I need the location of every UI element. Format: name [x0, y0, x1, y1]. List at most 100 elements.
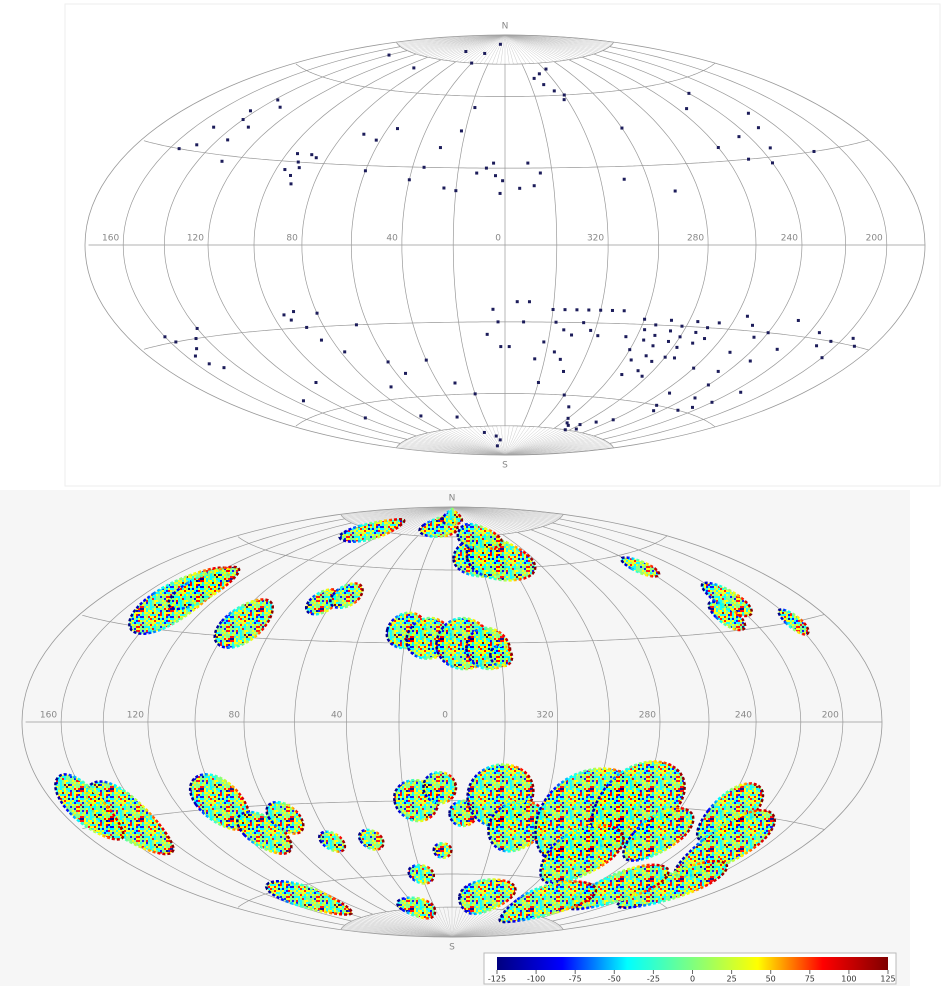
source-point — [563, 428, 567, 432]
source-point — [562, 328, 566, 332]
data-patch — [440, 507, 464, 526]
source-point — [296, 160, 300, 164]
polar-meridian — [504, 427, 547, 456]
polar-meridian — [471, 34, 506, 64]
polar-meridian — [492, 425, 506, 456]
polar-meridian — [455, 34, 506, 62]
data-patch — [673, 809, 777, 878]
source-point — [473, 392, 477, 396]
longitude-label: 120 — [127, 711, 144, 721]
polar-meridian — [504, 34, 510, 65]
polar-meridian — [421, 434, 506, 456]
source-point — [442, 186, 446, 190]
source-point — [464, 49, 468, 53]
polar-meridian — [419, 34, 506, 56]
source-point — [566, 423, 570, 427]
north-label: N — [502, 22, 509, 32]
source-point — [195, 326, 199, 330]
source-point — [424, 358, 428, 362]
source-point — [852, 344, 856, 348]
source-point — [566, 416, 570, 420]
source-point — [706, 326, 710, 330]
longitude-label: 240 — [781, 234, 798, 244]
polar-meridian — [451, 907, 461, 938]
source-point — [610, 308, 614, 312]
source-point — [691, 341, 695, 345]
source-point — [567, 405, 571, 409]
source-point — [629, 358, 633, 362]
polar-meridian — [504, 34, 539, 64]
longitude-label: 160 — [102, 234, 119, 244]
polar-meridian — [397, 910, 453, 938]
colorbar-tick-label: -50 — [608, 975, 621, 984]
source-point — [475, 171, 479, 175]
source-point — [363, 169, 367, 173]
source-point — [496, 320, 500, 324]
polar-meridian — [504, 427, 543, 456]
source-point — [717, 321, 721, 325]
polar-meridian — [452, 428, 506, 456]
polar-meridian — [504, 34, 610, 47]
source-point — [526, 161, 530, 165]
data-patch — [539, 823, 625, 885]
source-point — [483, 51, 487, 55]
polar-meridian — [346, 506, 453, 521]
polar-meridian — [358, 918, 453, 938]
source-point — [562, 98, 566, 102]
polar-meridian — [504, 427, 551, 456]
polar-meridian — [451, 917, 543, 938]
polar-meridian — [427, 432, 506, 456]
longitude-label: 40 — [386, 234, 398, 244]
source-point — [829, 339, 833, 343]
polar-meridian — [475, 34, 506, 64]
source-point — [501, 179, 505, 183]
parallel — [295, 62, 716, 97]
source-point — [739, 390, 743, 394]
source-point — [706, 383, 710, 387]
source-point — [817, 331, 821, 335]
colorbar-tick-label: -75 — [569, 975, 582, 984]
data-patch — [489, 644, 514, 668]
source-point — [319, 338, 323, 342]
polar-meridian — [397, 34, 506, 45]
polar-meridian — [451, 506, 514, 533]
source-point — [756, 126, 760, 130]
source-point — [622, 309, 626, 313]
polar-meridian — [451, 506, 507, 534]
polar-meridian — [451, 506, 548, 525]
polar-meridian — [416, 435, 506, 456]
source-point — [537, 72, 541, 76]
polar-meridian — [403, 441, 506, 456]
polar-meridian — [504, 34, 576, 59]
polar-meridian — [504, 34, 594, 55]
polar-meridian — [496, 34, 506, 65]
data-patch — [622, 806, 695, 862]
data-patch — [329, 582, 364, 610]
source-point — [387, 53, 391, 57]
polar-meridian — [451, 506, 560, 519]
source-point — [680, 324, 684, 328]
source-point — [533, 357, 537, 361]
polar-meridian — [438, 907, 453, 938]
colorbar-gradient — [497, 957, 888, 970]
source-point — [395, 127, 399, 131]
polar-meridian — [504, 34, 609, 48]
source-point — [278, 105, 282, 109]
data-patch — [318, 830, 347, 853]
polar-meridian — [448, 34, 506, 61]
polar-meridian — [463, 427, 506, 456]
polar-meridian — [451, 907, 466, 938]
polar-meridian — [504, 435, 594, 456]
source-point — [314, 156, 318, 160]
source-point — [538, 171, 542, 175]
polar-meridian — [504, 444, 612, 456]
data-patch — [695, 782, 765, 843]
polar-meridian — [451, 506, 557, 522]
longitude-label: 200 — [822, 711, 839, 721]
polar-meridian — [504, 428, 558, 456]
polar-meridian — [390, 911, 453, 938]
parallel — [143, 139, 869, 169]
polar-meridian — [393, 506, 453, 534]
source-point — [470, 61, 474, 65]
data-patch — [407, 863, 436, 885]
